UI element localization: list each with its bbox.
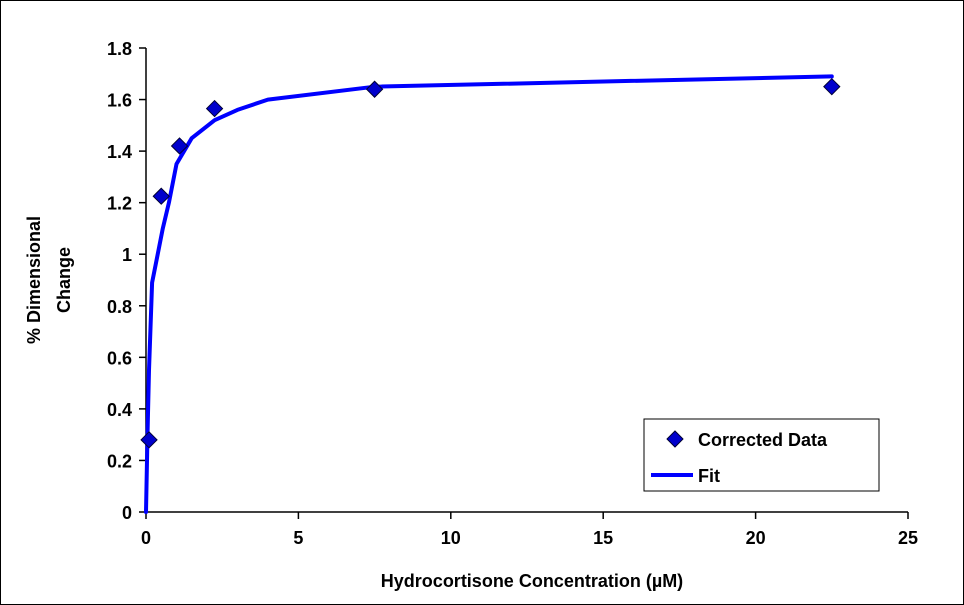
legend: Corrected Data Fit (643, 418, 880, 492)
y-tick-label: 1.8 (107, 39, 132, 59)
legend-label-fit: Fit (698, 466, 720, 486)
legend-marker-corrected-data (666, 430, 684, 448)
y-tick-label: 1.4 (107, 142, 132, 162)
fit-series-line (144, 74, 834, 514)
x-tick-label: 25 (898, 528, 918, 548)
x-tick-label: 10 (441, 528, 461, 548)
y-axis-title-line-1: % Dimensional (24, 216, 44, 344)
data-point-marker (205, 99, 224, 118)
x-tick-label: 15 (593, 528, 613, 548)
x-tick-label: 20 (746, 528, 766, 548)
y-ticks: 0 0.2 0.4 0.6 0.8 1 1.2 1.4 1.6 1.8 (107, 39, 146, 523)
y-tick-label: 0.8 (107, 297, 132, 317)
data-point-marker (170, 137, 189, 155)
legend-label-corrected-data: Corrected Data (698, 430, 828, 450)
x-axis-title: Hydrocortisone Concentration (µM) (381, 571, 683, 591)
corrected-data-markers (140, 77, 841, 449)
y-tick-label: 0.2 (107, 451, 132, 471)
data-point-marker (152, 187, 170, 205)
data-point-marker (365, 80, 384, 98)
x-tick-label: 0 (141, 528, 151, 548)
y-axis-title-line-2: Change (54, 247, 74, 313)
y-tick-label: 0.6 (107, 348, 132, 368)
data-point-marker (140, 431, 158, 449)
data-point-marker (823, 77, 841, 96)
legend-box (643, 418, 880, 492)
x-tick-label: 5 (293, 528, 303, 548)
y-axis-title: % Dimensional Change (24, 216, 74, 344)
y-tick-label: 1.2 (107, 194, 132, 214)
y-tick-label: 1 (122, 245, 132, 265)
y-tick-label: 0.4 (107, 400, 132, 420)
y-tick-label: 0 (122, 503, 132, 523)
x-ticks: 0 5 10 15 20 25 (141, 512, 918, 548)
y-tick-label: 1.6 (107, 91, 132, 111)
